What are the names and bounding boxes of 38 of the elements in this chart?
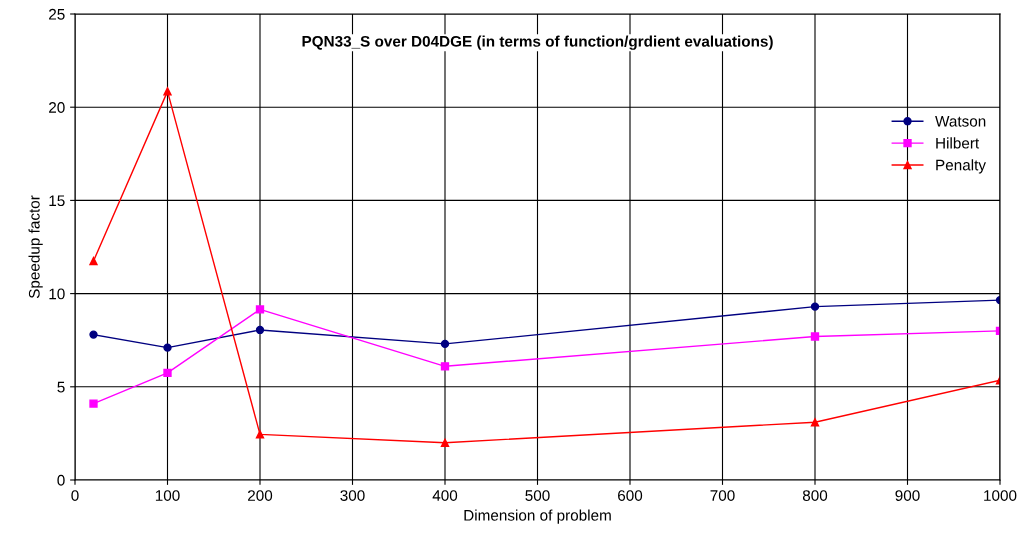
text: PQN33_S over D04DGE (in terms of function/grdient evaluations) xyxy=(302,35,773,50)
point xyxy=(89,330,98,339)
x-tick-label: 900 xyxy=(895,490,920,501)
point xyxy=(255,430,265,439)
point xyxy=(810,302,820,311)
x-tick-label: 1000 xyxy=(984,490,1017,501)
x-tick-label: 800 xyxy=(802,490,828,501)
x-tick-label: 0 xyxy=(71,490,79,501)
x-tick-label: 700 xyxy=(710,490,735,501)
legend-label: Watson xyxy=(935,116,986,127)
x-tick-label: 200 xyxy=(248,490,273,501)
y-tick-label: 5 xyxy=(57,381,65,393)
y-tick-label: 0 xyxy=(57,474,65,486)
legend-label: Hilbert xyxy=(936,137,980,149)
point xyxy=(440,362,450,371)
x-tick-label: 500 xyxy=(525,490,550,501)
point xyxy=(163,368,172,377)
point xyxy=(440,339,450,349)
y-tick-label: 15 xyxy=(49,195,65,207)
point xyxy=(89,256,98,266)
x-tick-label: 600 xyxy=(618,490,643,501)
point xyxy=(810,332,820,341)
point xyxy=(255,305,265,314)
point xyxy=(163,87,172,96)
y-tick-label: 20 xyxy=(49,102,65,113)
point xyxy=(255,325,265,335)
x-tick-label: 100 xyxy=(155,490,180,501)
x-tick-label: 300 xyxy=(340,490,365,501)
y-tick-label: 25 xyxy=(49,8,65,20)
x-tick-label: 400 xyxy=(432,490,458,501)
y-axis-title: Speedup factor xyxy=(28,195,43,299)
y-tick-label: 10 xyxy=(49,288,65,300)
point xyxy=(163,343,172,352)
point xyxy=(440,438,450,447)
x-axis-title: Dimension of problem xyxy=(464,509,611,524)
point xyxy=(89,399,98,408)
legend-label: Penalty xyxy=(936,159,986,174)
point xyxy=(810,418,820,427)
